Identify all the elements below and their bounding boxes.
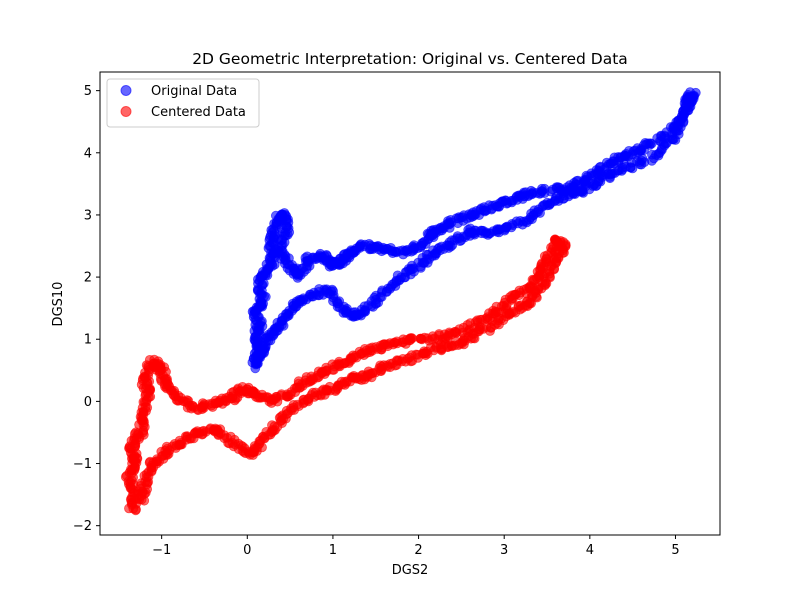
- x-axis-ticks: −1 0 1 2 3 4 5: [152, 535, 680, 558]
- x-tick-label: −1: [152, 543, 171, 558]
- data-point: [252, 352, 263, 363]
- legend-box: [106, 78, 260, 128]
- y-tick-label: 3: [84, 208, 92, 223]
- data-point: [406, 333, 417, 344]
- x-tick-label: 2: [414, 543, 422, 558]
- data-point: [635, 157, 645, 168]
- chart-title: 2D Geometric Interpretation: Original vs…: [192, 50, 628, 68]
- y-tick-label: 0: [84, 395, 92, 410]
- plot-points: [120, 87, 701, 516]
- series-original-points: [247, 87, 701, 374]
- plot-frame: [99, 71, 721, 536]
- x-tick-label: 1: [329, 543, 337, 558]
- y-tick-label: 2: [84, 271, 92, 286]
- y-tick-label: −1: [73, 457, 92, 472]
- data-point: [139, 495, 150, 506]
- legend-marker-centered: [120, 106, 132, 117]
- legend-label-original: Original Data: [151, 84, 237, 99]
- x-tick-label: 3: [500, 543, 508, 558]
- legend-marker-original: [120, 85, 132, 96]
- y-tick-label: −2: [73, 519, 92, 534]
- legend-label-centered: Centered Data: [151, 105, 246, 120]
- legend: Original Data Centered Data: [106, 78, 260, 128]
- x-tick-label: 5: [671, 543, 679, 558]
- y-axis-ticks: −2 −1 0 1 2 3 4 5: [73, 84, 100, 534]
- x-axis-title: DGS2: [392, 563, 429, 578]
- y-tick-label: 1: [84, 333, 92, 348]
- x-tick-label: 4: [586, 543, 594, 558]
- y-tick-label: 4: [84, 146, 92, 161]
- x-tick-label: 0: [243, 543, 251, 558]
- data-point: [367, 342, 378, 353]
- y-tick-label: 5: [84, 84, 92, 99]
- y-axis-title: DGS10: [51, 282, 66, 327]
- series-centered-points: [120, 234, 571, 516]
